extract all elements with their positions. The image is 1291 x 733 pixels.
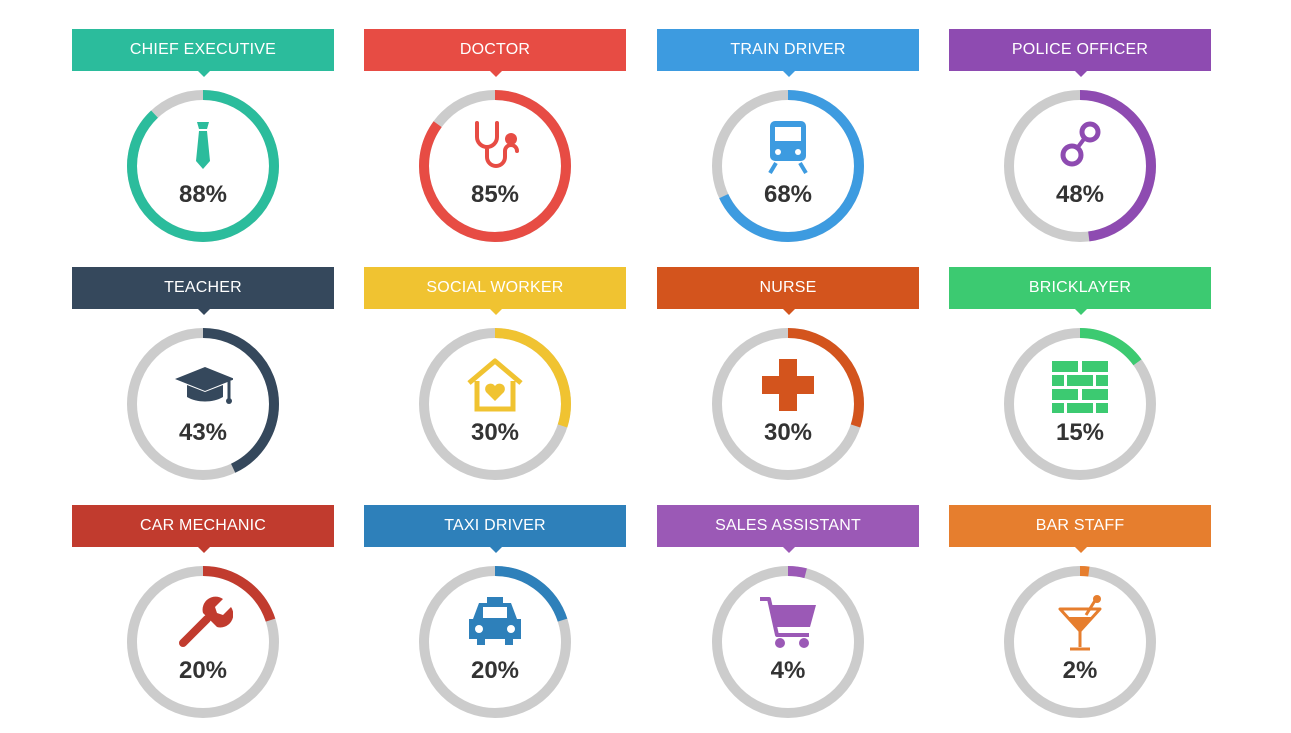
brick-wall-icon [1052, 361, 1108, 413]
card-social-worker: SOCIAL WORKER 30% [364, 267, 626, 480]
cocktail-icon [1058, 595, 1102, 651]
ring-progress-arc [127, 328, 279, 480]
progress-ring [127, 90, 279, 242]
card-bar-staff: BAR STAFF 2% [949, 505, 1211, 718]
progress-ring [712, 566, 864, 718]
card-title: CHIEF EXECUTIVE [72, 29, 334, 77]
progress-ring [1004, 328, 1156, 480]
card-title: CAR MECHANIC [72, 505, 334, 553]
card-car-mechanic: CAR MECHANIC 20% [72, 505, 334, 718]
percent-value: 4% [770, 657, 806, 684]
card-title: BRICKLAYER [949, 267, 1211, 315]
percent-value: 85% [470, 181, 520, 208]
percent-value: 68% [763, 181, 813, 208]
card-title: BAR STAFF [949, 505, 1211, 553]
percent-value: 88% [178, 181, 228, 208]
card-doctor: DOCTOR 85% [364, 29, 626, 242]
ring-progress-arc [419, 566, 571, 718]
card-title: NURSE [657, 267, 919, 315]
ring-progress-arc [127, 566, 279, 718]
handcuffs-icon [1060, 121, 1101, 167]
card-nurse: NURSE 30% [657, 267, 919, 480]
graduation-cap-icon [175, 367, 233, 404]
progress-ring [712, 90, 864, 242]
ring-progress-arc [1004, 90, 1156, 242]
progress-ring [127, 328, 279, 480]
stethoscope-icon [475, 121, 519, 168]
card-title: SOCIAL WORKER [364, 267, 626, 315]
percent-value: 43% [178, 419, 228, 446]
progress-ring [419, 90, 571, 242]
ring-progress-arc [712, 90, 864, 242]
card-title: SALES ASSISTANT [657, 505, 919, 553]
ring-progress-arc [1004, 566, 1156, 718]
percent-value: 30% [470, 419, 520, 446]
ring-progress-arc [1004, 328, 1156, 480]
percent-value: 48% [1055, 181, 1105, 208]
card-bricklayer: BRICKLAYER 15% [949, 267, 1211, 480]
card-title: POLICE OFFICER [949, 29, 1211, 77]
tie-icon [196, 122, 210, 169]
progress-ring [127, 566, 279, 718]
train-icon [768, 121, 808, 175]
ring-progress-arc [127, 90, 279, 242]
shopping-cart-icon [760, 597, 816, 648]
ring-progress-arc [419, 90, 571, 242]
card-title: TRAIN DRIVER [657, 29, 919, 77]
progress-ring [1004, 566, 1156, 718]
card-train-driver: TRAIN DRIVER 68% [657, 29, 919, 242]
ring-progress-arc [419, 328, 571, 480]
card-police-officer: POLICE OFFICER 48% [949, 29, 1211, 242]
card-title: DOCTOR [364, 29, 626, 77]
card-chief-executive: CHIEF EXECUTIVE 88% [72, 29, 334, 242]
percent-value: 15% [1055, 419, 1105, 446]
progress-ring [419, 328, 571, 480]
ring-progress-arc [712, 328, 864, 480]
card-title: TAXI DRIVER [364, 505, 626, 553]
progress-ring [419, 566, 571, 718]
wrench-icon [179, 596, 233, 647]
percent-value: 30% [763, 419, 813, 446]
progress-ring [712, 328, 864, 480]
percent-value: 2% [1062, 657, 1098, 684]
card-sales-assistant: SALES ASSISTANT 4% [657, 505, 919, 718]
card-title: TEACHER [72, 267, 334, 315]
percent-value: 20% [470, 657, 520, 684]
ring-progress-arc [712, 566, 864, 718]
home-heart-icon [467, 358, 523, 412]
card-teacher: TEACHER 43% [72, 267, 334, 480]
card-taxi-driver: TAXI DRIVER 20% [364, 505, 626, 718]
percent-value: 20% [178, 657, 228, 684]
taxi-icon [469, 597, 521, 645]
medical-cross-icon [762, 359, 814, 411]
progress-ring [1004, 90, 1156, 242]
